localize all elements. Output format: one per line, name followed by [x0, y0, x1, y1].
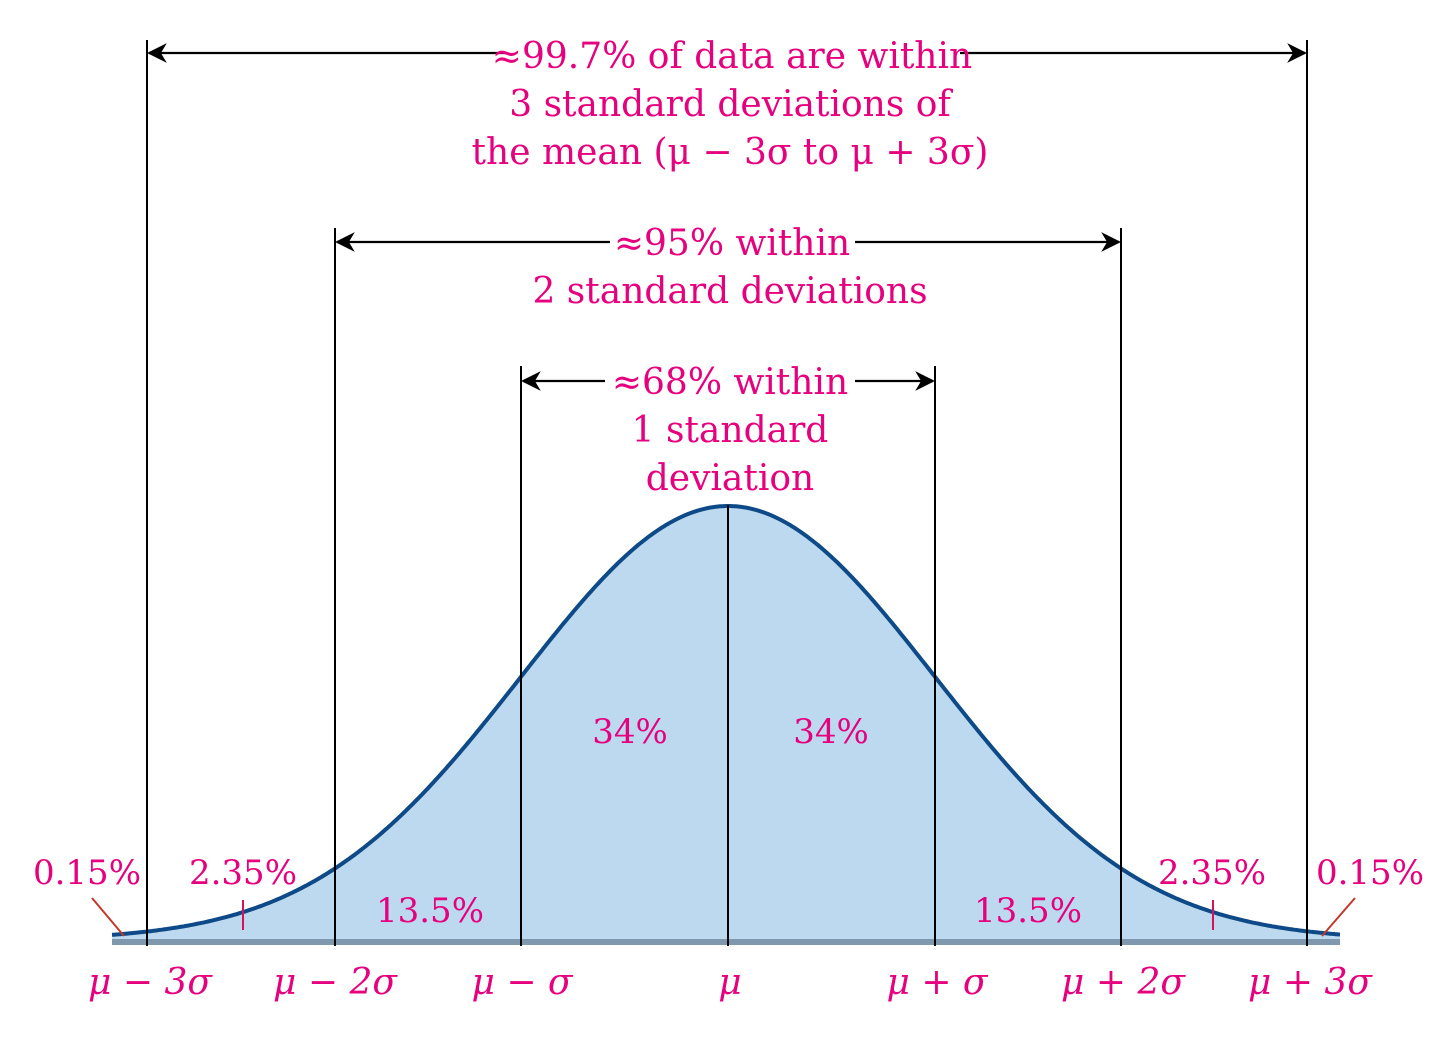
region-label-tail-right: 0.15%: [1316, 853, 1424, 893]
region-label-right-1-2: 13.5%: [974, 891, 1082, 931]
curve-area: [112, 506, 1340, 940]
bracket-2sigma-label-1: ≈95% within: [614, 223, 850, 264]
normal-curve: [111, 504, 1341, 937]
region-label-left-0-1: 34%: [592, 712, 668, 752]
region-label-tail-left: 0.15%: [33, 853, 141, 893]
region-label-right-0-1: 34%: [793, 712, 869, 752]
axis-tick-mu-minus-3sigma: μ − 3σ: [88, 962, 213, 1003]
bracket-3sigma-label-1: ≈99.7% of data are within: [492, 36, 972, 77]
region-label-right-2-3: 2.35%: [1158, 853, 1266, 893]
axis-tick-mu-plus-3sigma: μ + 3σ: [1248, 962, 1373, 1003]
bracket-2sigma-label-2: 2 standard deviations: [532, 271, 927, 312]
bracket-3sigma-label-2: 3 standard deviations of: [509, 84, 953, 125]
region-label-left-1-2: 13.5%: [376, 891, 484, 931]
bracket-1sigma-label-1: ≈68% within: [612, 362, 848, 403]
axis-tick-mu: μ: [718, 962, 741, 1003]
region-label-left-2-3: 2.35%: [189, 853, 297, 893]
bracket-1sigma-label-3: deviation: [646, 458, 815, 499]
pointer-left-tail: [91, 897, 125, 937]
bracket-1sigma-label-2: 1 standard: [632, 410, 829, 451]
axis-tick-mu-plus-2sigma: μ + 2σ: [1061, 962, 1186, 1003]
bracket-3sigma-label-3: the mean (μ − 3σ to μ + 3σ): [472, 132, 989, 173]
pointer-right-tail: [1321, 897, 1356, 937]
axis-tick-mu-plus-sigma: μ + σ: [886, 962, 988, 1003]
axis-tick-mu-minus-2sigma: μ − 2σ: [273, 962, 398, 1003]
axis-tick-mu-minus-sigma: μ − σ: [471, 962, 573, 1003]
